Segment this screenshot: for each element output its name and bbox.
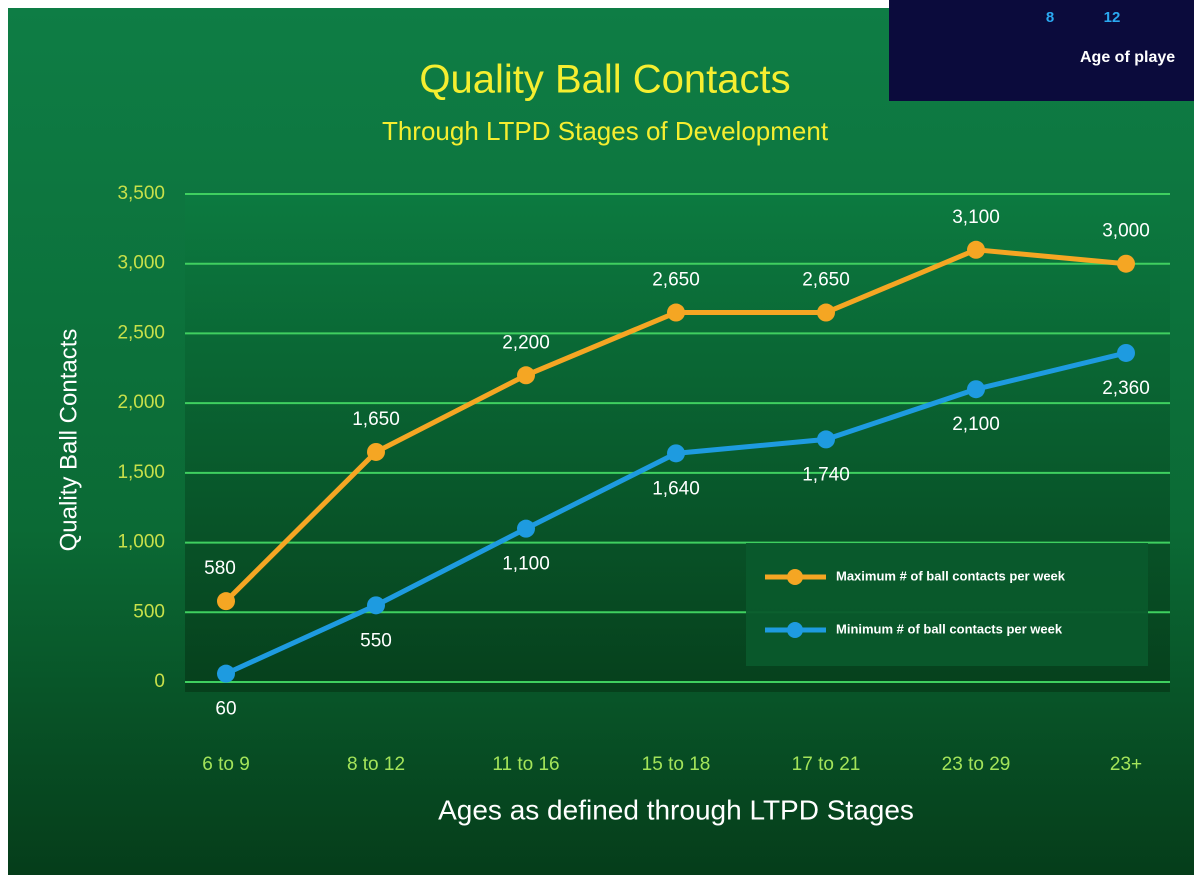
y-tick-label: 500 bbox=[133, 601, 165, 622]
data-label: 3,100 bbox=[952, 207, 1000, 228]
data-label: 2,650 bbox=[652, 270, 700, 291]
legend-box bbox=[746, 543, 1148, 666]
inset-tick: 12 bbox=[1104, 9, 1121, 26]
data-label: 1,740 bbox=[802, 464, 850, 485]
data-point bbox=[667, 303, 685, 322]
data-label: 580 bbox=[204, 558, 236, 579]
data-point bbox=[967, 380, 985, 399]
data-label: 1,100 bbox=[502, 554, 550, 575]
legend-label: Maximum # of ball contacts per week bbox=[836, 568, 1066, 583]
x-tick-label: 11 to 16 bbox=[492, 754, 559, 775]
x-tick-label: 23 to 29 bbox=[942, 754, 1011, 775]
data-label: 2,100 bbox=[952, 414, 1000, 435]
data-point bbox=[367, 442, 385, 461]
data-label: 550 bbox=[360, 630, 392, 651]
data-point bbox=[1117, 254, 1135, 273]
data-label: 3,000 bbox=[1102, 221, 1150, 242]
x-tick-label: 15 to 18 bbox=[642, 754, 711, 775]
y-axis-title: Quality Ball Contacts bbox=[55, 329, 82, 552]
data-label: 60 bbox=[215, 699, 236, 720]
chart-subtitle: Through LTPD Stages of Development bbox=[382, 116, 829, 146]
y-tick-label: 2,000 bbox=[117, 392, 165, 413]
y-tick-label: 1,500 bbox=[117, 462, 165, 483]
data-point bbox=[1117, 343, 1135, 362]
chart-title: Quality Ball Contacts bbox=[419, 58, 790, 102]
x-tick-label: 8 to 12 bbox=[347, 754, 405, 775]
x-axis-title: Ages as defined through LTPD Stages bbox=[438, 794, 914, 825]
y-tick-label: 3,500 bbox=[117, 183, 165, 204]
data-label: 2,650 bbox=[802, 270, 850, 291]
y-tick-label: 0 bbox=[154, 671, 165, 692]
data-point bbox=[217, 664, 235, 683]
data-point bbox=[667, 444, 685, 463]
data-label: 2,200 bbox=[502, 332, 550, 353]
inset-panel bbox=[889, 0, 1194, 101]
data-point bbox=[967, 240, 985, 259]
y-tick-label: 3,000 bbox=[117, 253, 165, 274]
y-tick-label: 2,500 bbox=[117, 322, 165, 343]
y-tick-label: 1,000 bbox=[117, 532, 165, 553]
legend-label: Minimum # of ball contacts per week bbox=[836, 621, 1063, 636]
inset-label: Age of playe bbox=[1080, 49, 1175, 66]
data-point bbox=[367, 596, 385, 615]
data-label: 1,650 bbox=[352, 409, 400, 430]
data-label: 2,360 bbox=[1102, 378, 1150, 399]
x-tick-label: 23+ bbox=[1110, 754, 1142, 775]
inset-tick: 8 bbox=[1046, 9, 1054, 26]
x-tick-label: 6 to 9 bbox=[202, 754, 250, 775]
x-tick-label: 17 to 21 bbox=[792, 754, 861, 775]
data-point bbox=[517, 519, 535, 538]
data-label: 1,640 bbox=[652, 478, 700, 499]
data-point bbox=[817, 430, 835, 449]
data-point bbox=[817, 303, 835, 322]
data-point bbox=[217, 592, 235, 611]
data-point bbox=[517, 366, 535, 385]
legend-marker bbox=[787, 622, 803, 638]
legend-marker bbox=[787, 569, 803, 585]
